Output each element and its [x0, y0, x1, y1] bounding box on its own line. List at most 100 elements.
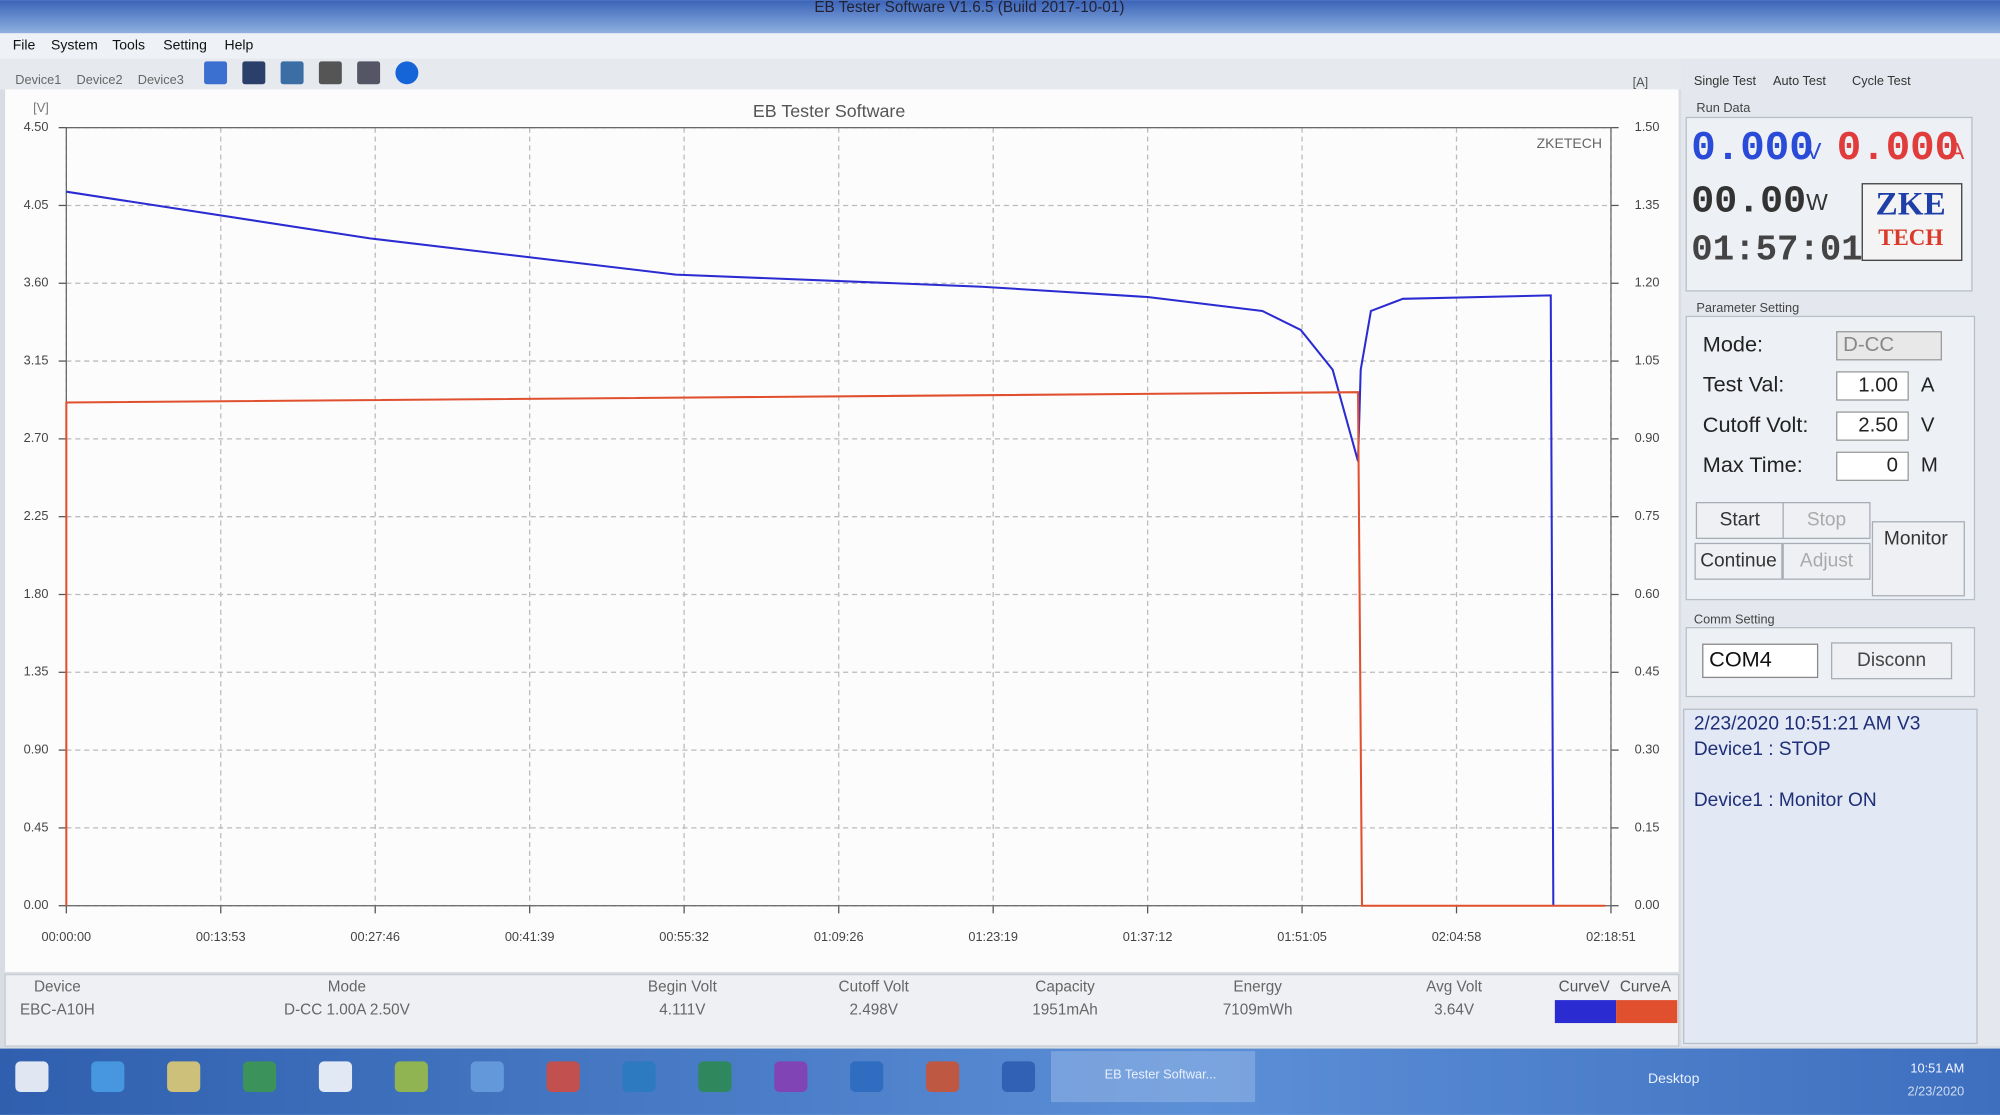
- menu-item[interactable]: Help: [224, 37, 253, 53]
- y-tick-label: 0.00: [24, 897, 49, 912]
- taskbar-icon[interactable]: [394, 1061, 428, 1092]
- y-tick-label: 0.90: [24, 741, 49, 756]
- taskbar-icon[interactable]: [470, 1061, 504, 1092]
- toolbar-button[interactable]: [204, 61, 228, 85]
- taskbar-icon[interactable]: [167, 1061, 201, 1092]
- y-tick-label: 3.15: [24, 352, 49, 367]
- taskbar-app[interactable]: EB Tester Softwar...: [1105, 1067, 1217, 1082]
- button-label[interactable]: Stop: [1807, 510, 1846, 531]
- x-tick-label: 00:55:32: [659, 929, 709, 944]
- y-tick-label: 4.50: [24, 119, 49, 134]
- y-axis-label: [V]: [33, 100, 49, 115]
- logo-bottom: TECH: [1878, 225, 1943, 250]
- table-header: Energy: [1233, 978, 1282, 995]
- taskbar-desktop: Desktop: [1648, 1070, 1700, 1086]
- button-label[interactable]: Start: [1720, 510, 1761, 531]
- summary-table: [4, 973, 1680, 1047]
- amp-readout: 0.000: [1837, 126, 1959, 172]
- x-tick-label: 01:09:26: [814, 929, 864, 944]
- button-label[interactable]: Monitor: [1884, 529, 1948, 550]
- menu-item[interactable]: Tools: [112, 37, 145, 53]
- log-line: 2/23/2020 10:51:21 AM V3: [1694, 714, 1920, 735]
- taskbar-icon[interactable]: [91, 1061, 125, 1092]
- device-tab[interactable]: Device1: [15, 72, 61, 87]
- device-tab[interactable]: Device2: [77, 72, 123, 87]
- title-bar: [0, 0, 2000, 34]
- table-cell: EBC-A10H: [20, 1001, 95, 1018]
- button[interactable]: [1871, 521, 1965, 597]
- param-unit: A: [1921, 374, 1935, 396]
- y2-tick-label: 0.15: [1635, 819, 1660, 834]
- table-header: Avg Volt: [1426, 978, 1483, 995]
- y-tick-label: 1.35: [24, 664, 49, 679]
- param-field[interactable]: [1836, 331, 1942, 361]
- menu-item[interactable]: Setting: [163, 37, 207, 53]
- log-line: Device1 : STOP: [1694, 739, 1831, 760]
- toolbar-button[interactable]: [395, 61, 419, 85]
- table-cell: 3.64V: [1434, 1001, 1475, 1018]
- table-cell: 2.498V: [849, 1001, 898, 1018]
- menu-item[interactable]: System: [51, 37, 98, 53]
- device-tab[interactable]: Device3: [138, 72, 184, 87]
- taskbar-icon[interactable]: [926, 1061, 960, 1092]
- toolbar-button[interactable]: [357, 61, 381, 85]
- param-field[interactable]: [1836, 411, 1909, 441]
- time-readout: 01:57:01: [1691, 230, 1862, 271]
- port-value: COM4: [1709, 647, 1772, 672]
- taskbar-icon[interactable]: [850, 1061, 884, 1092]
- series-line: [65, 391, 1606, 907]
- param-value: 2.50: [1858, 415, 1898, 437]
- test-tab[interactable]: Cycle Test: [1852, 73, 1911, 88]
- taskbar-icon[interactable]: [698, 1061, 732, 1092]
- param-value: 0: [1887, 455, 1898, 477]
- toolbar-button[interactable]: [318, 61, 342, 85]
- y-tick-label: 1.80: [24, 586, 49, 601]
- test-tab[interactable]: Auto Test: [1773, 73, 1826, 88]
- y2-tick-label: 1.35: [1635, 197, 1660, 212]
- active-task[interactable]: [1051, 1051, 1256, 1103]
- taskbar-icon[interactable]: [318, 1061, 353, 1092]
- button[interactable]: [1830, 642, 1953, 680]
- button[interactable]: [1694, 542, 1783, 580]
- port-select[interactable]: [1702, 643, 1819, 679]
- x-tick-label: 02:04:58: [1432, 929, 1482, 944]
- param-field[interactable]: [1836, 451, 1909, 481]
- y2-tick-label: 0.30: [1635, 741, 1660, 756]
- logo-box: [1861, 183, 1963, 261]
- toolbar-button[interactable]: [280, 61, 304, 85]
- param-label: Mode:: [1703, 331, 1763, 356]
- toolbar-button[interactable]: [242, 61, 266, 85]
- button[interactable]: [1782, 502, 1871, 540]
- test-tab[interactable]: Single Test: [1694, 73, 1757, 88]
- button-label[interactable]: Disconn: [1857, 650, 1926, 671]
- x-tick-label: 00:27:46: [350, 929, 400, 944]
- legend-swatch: [1616, 1000, 1678, 1024]
- button-label[interactable]: Continue: [1700, 550, 1777, 571]
- volt-unit: V: [1806, 138, 1822, 164]
- watermark: ZKETECH: [1537, 135, 1602, 151]
- table-cell: D-CC 1.00A 2.50V: [284, 1001, 411, 1018]
- chart-panel: [5, 89, 1679, 973]
- group-label: Parameter Setting: [1696, 300, 1799, 315]
- taskbar-icon[interactable]: [546, 1061, 580, 1092]
- taskbar-icon[interactable]: [15, 1061, 49, 1092]
- button[interactable]: [1695, 502, 1784, 540]
- taskbar-icon[interactable]: [622, 1061, 656, 1092]
- taskbar-icon[interactable]: [242, 1061, 277, 1092]
- table-header: Capacity: [1035, 978, 1095, 995]
- param-label: Max Time:: [1703, 452, 1803, 477]
- taskbar-icon[interactable]: [1001, 1061, 1036, 1092]
- taskbar-icon[interactable]: [774, 1061, 808, 1092]
- y2-tick-label: 0.75: [1635, 508, 1660, 523]
- button-label[interactable]: Adjust: [1800, 550, 1854, 571]
- y-tick-label: 4.05: [24, 197, 49, 212]
- param-field[interactable]: [1836, 371, 1909, 401]
- table-header: Device: [34, 978, 81, 995]
- x-tick-label: 02:18:51: [1586, 929, 1636, 944]
- button[interactable]: [1782, 542, 1871, 580]
- table-cell: 1951mAh: [1032, 1001, 1097, 1018]
- y2-tick-label: 0.90: [1635, 430, 1660, 445]
- legend-swatch: [1554, 1000, 1617, 1024]
- menu-item[interactable]: File: [13, 37, 36, 53]
